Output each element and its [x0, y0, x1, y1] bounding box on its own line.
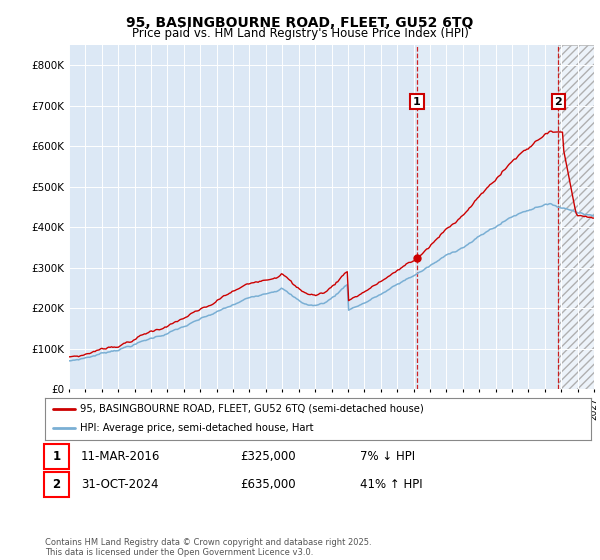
Text: Price paid vs. HM Land Registry's House Price Index (HPI): Price paid vs. HM Land Registry's House … — [131, 27, 469, 40]
Text: 7% ↓ HPI: 7% ↓ HPI — [360, 450, 415, 463]
Text: 95, BASINGBOURNE ROAD, FLEET, GU52 6TQ (semi-detached house): 95, BASINGBOURNE ROAD, FLEET, GU52 6TQ (… — [80, 404, 424, 414]
Text: HPI: Average price, semi-detached house, Hart: HPI: Average price, semi-detached house,… — [80, 423, 314, 433]
Text: 41% ↑ HPI: 41% ↑ HPI — [360, 478, 422, 491]
Text: 2: 2 — [554, 96, 562, 106]
Text: 95, BASINGBOURNE ROAD, FLEET, GU52 6TQ: 95, BASINGBOURNE ROAD, FLEET, GU52 6TQ — [127, 16, 473, 30]
Text: Contains HM Land Registry data © Crown copyright and database right 2025.
This d: Contains HM Land Registry data © Crown c… — [45, 538, 371, 557]
Text: 31-OCT-2024: 31-OCT-2024 — [81, 478, 158, 491]
Text: £325,000: £325,000 — [240, 450, 296, 463]
Text: 2: 2 — [52, 478, 61, 491]
Text: 1: 1 — [413, 96, 421, 106]
Text: 11-MAR-2016: 11-MAR-2016 — [81, 450, 160, 463]
Text: £635,000: £635,000 — [240, 478, 296, 491]
Text: 1: 1 — [52, 450, 61, 463]
